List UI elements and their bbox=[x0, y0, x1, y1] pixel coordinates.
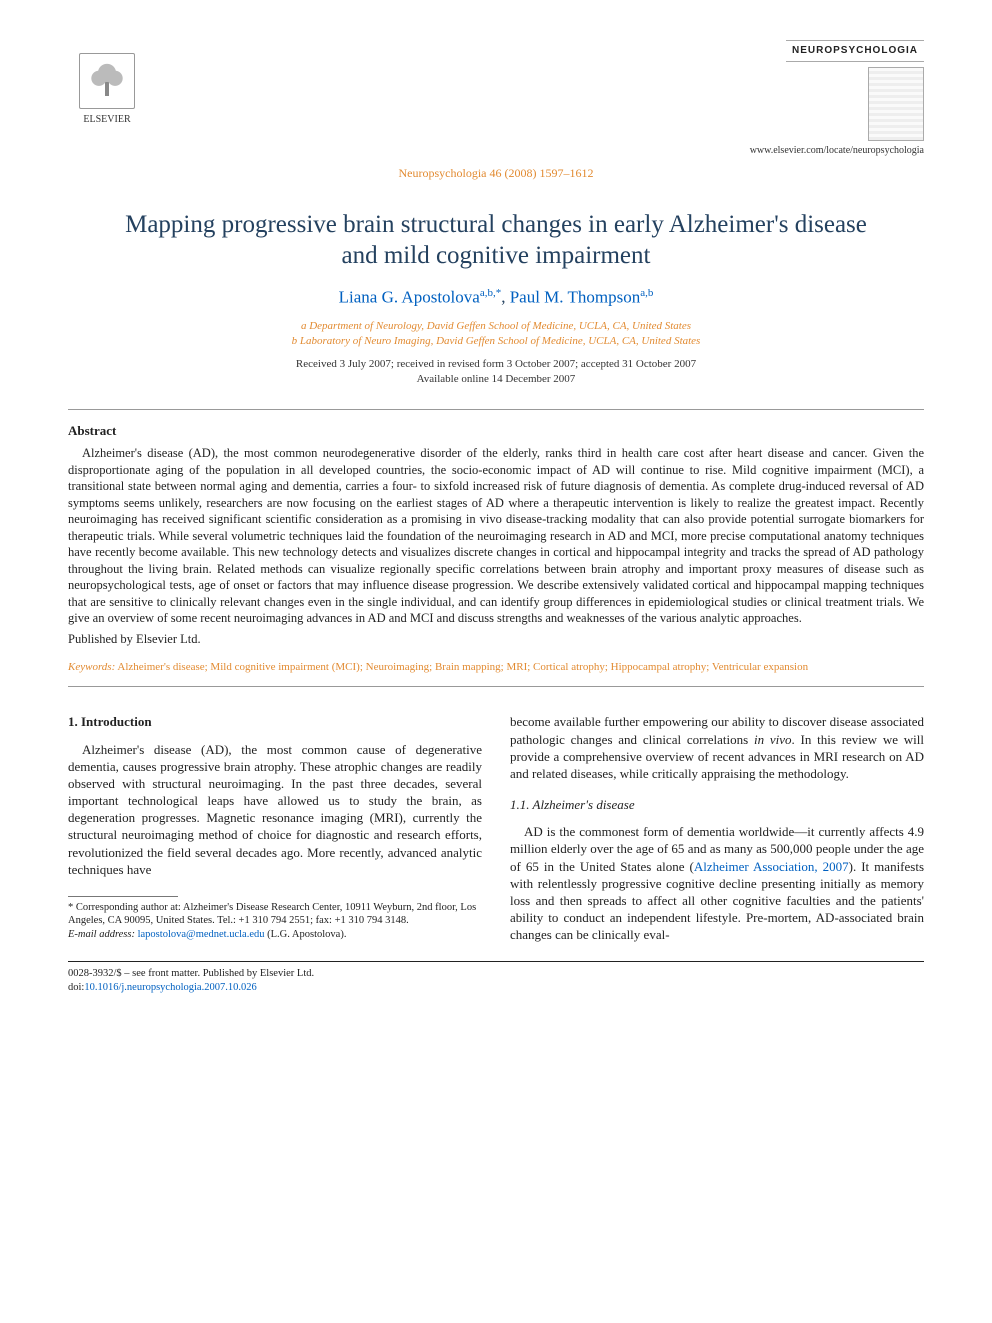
keywords: Keywords: Alzheimer's disease; Mild cogn… bbox=[68, 660, 924, 675]
journal-cover-thumb-icon bbox=[868, 67, 924, 141]
article-dates: Received 3 July 2007; received in revise… bbox=[68, 357, 924, 387]
email-link[interactable]: lapostolova@mednet.ucla.edu bbox=[138, 929, 265, 940]
email-paren: (L.G. Apostolova). bbox=[267, 929, 346, 940]
divider bbox=[68, 409, 924, 410]
bottom-rule bbox=[68, 961, 924, 962]
author-super: a,b,* bbox=[480, 287, 501, 299]
body-paragraph: AD is the commonest form of dementia wor… bbox=[510, 823, 924, 943]
publisher-label: ELSEVIER bbox=[83, 113, 130, 127]
footnote-rule bbox=[68, 896, 178, 897]
abstract-heading: Abstract bbox=[68, 422, 924, 440]
citation-line: Neuropsychologia 46 (2008) 1597–1612 bbox=[68, 165, 924, 181]
journal-locate-url[interactable]: www.elsevier.com/locate/neuropsychologia bbox=[750, 144, 924, 158]
body-paragraph: become available further empowering our … bbox=[510, 713, 924, 782]
affiliations: a Department of Neurology, David Geffen … bbox=[68, 319, 924, 349]
published-by: Published by Elsevier Ltd. bbox=[68, 631, 924, 648]
keywords-label: Keywords: bbox=[68, 661, 115, 673]
header-row: ELSEVIER NEUROPSYCHOLOGIA www.elsevier.c… bbox=[68, 40, 924, 157]
divider bbox=[68, 686, 924, 687]
keywords-text: Alzheimer's disease; Mild cognitive impa… bbox=[117, 661, 808, 673]
column-left: 1. Introduction Alzheimer's disease (AD)… bbox=[68, 713, 482, 943]
body-paragraph: Alzheimer's disease (AD), the most commo… bbox=[68, 741, 482, 878]
publisher-logo: ELSEVIER bbox=[68, 40, 146, 126]
doi-block: 0028-3932/$ – see front matter. Publishe… bbox=[68, 967, 924, 994]
reference-link[interactable]: Alzheimer Association, 2007 bbox=[694, 859, 849, 874]
online-date: Available online 14 December 2007 bbox=[68, 372, 924, 387]
received-date: Received 3 July 2007; received in revise… bbox=[68, 357, 924, 372]
affiliation: b Laboratory of Neuro Imaging, David Gef… bbox=[68, 334, 924, 349]
elsevier-tree-icon bbox=[79, 53, 135, 109]
affiliation: a Department of Neurology, David Geffen … bbox=[68, 319, 924, 334]
corresponding-footnote: * Corresponding author at: Alzheimer's D… bbox=[68, 901, 482, 941]
body-columns: 1. Introduction Alzheimer's disease (AD)… bbox=[68, 713, 924, 943]
column-right: become available further empowering our … bbox=[510, 713, 924, 943]
journal-name: NEUROPSYCHOLOGIA bbox=[786, 40, 924, 62]
front-matter-line: 0028-3932/$ – see front matter. Publishe… bbox=[68, 967, 924, 981]
author-separator: , bbox=[501, 287, 510, 306]
author-super: a,b bbox=[640, 287, 653, 299]
abstract-text: Alzheimer's disease (AD), the most commo… bbox=[68, 445, 924, 627]
corresponding-text: * Corresponding author at: Alzheimer's D… bbox=[68, 901, 482, 928]
journal-box: NEUROPSYCHOLOGIA www.elsevier.com/locate… bbox=[750, 40, 924, 157]
authors: Liana G. Apostolovaa,b,*, Paul M. Thomps… bbox=[68, 286, 924, 310]
author-link[interactable]: Paul M. Thompson bbox=[510, 287, 641, 306]
section-heading: 1. Introduction bbox=[68, 713, 482, 730]
doi-prefix: doi: bbox=[68, 982, 84, 993]
doi-link[interactable]: 10.1016/j.neuropsychologia.2007.10.026 bbox=[84, 982, 256, 993]
article-title: Mapping progressive brain structural cha… bbox=[108, 209, 884, 272]
subsection-heading: 1.1. Alzheimer's disease bbox=[510, 796, 924, 813]
author-link[interactable]: Liana G. Apostolova bbox=[339, 287, 480, 306]
abstract-body: Alzheimer's disease (AD), the most commo… bbox=[68, 445, 924, 627]
email-label: E-mail address: bbox=[68, 929, 135, 940]
